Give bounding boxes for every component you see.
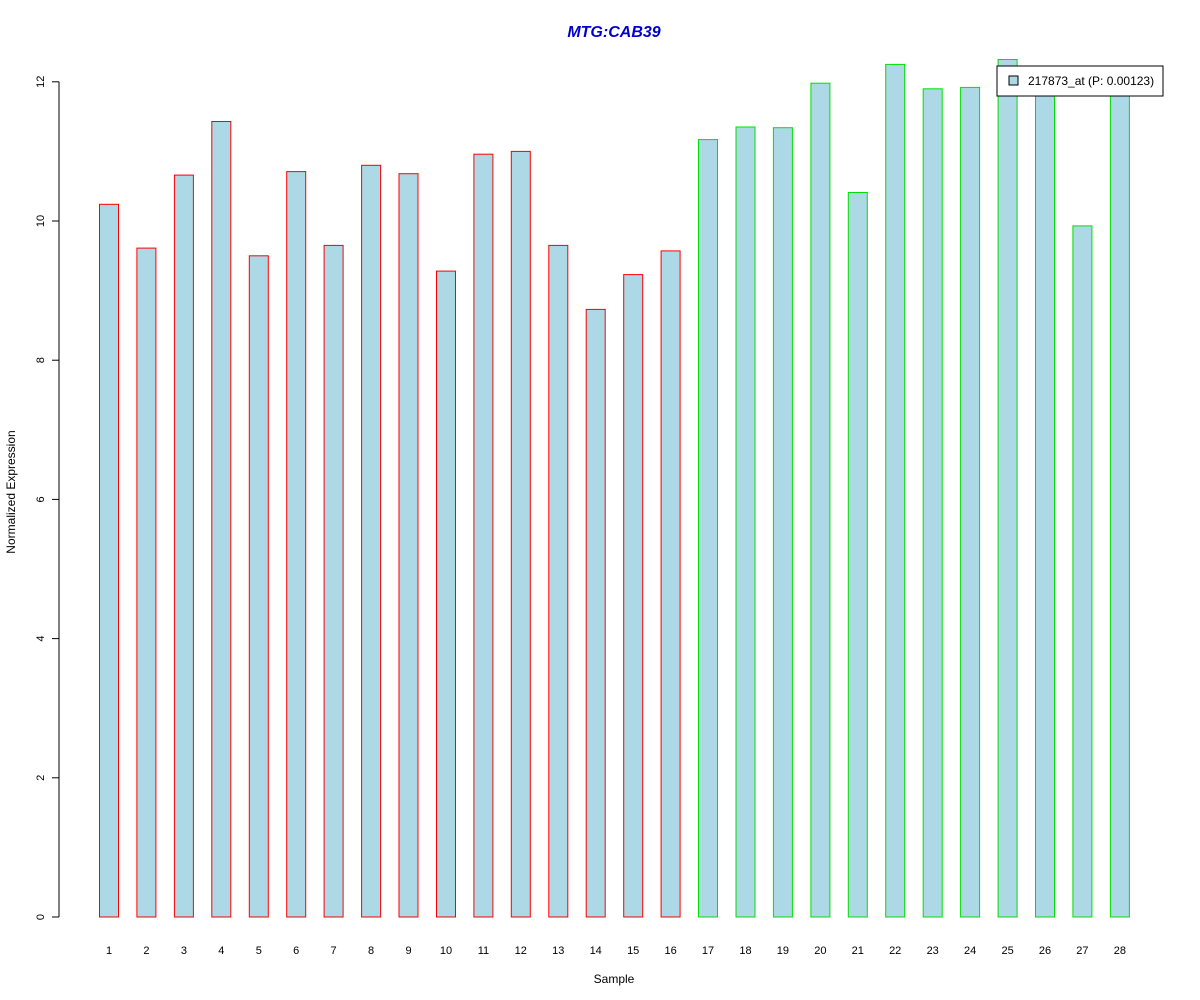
x-tick-label: 12 bbox=[515, 945, 527, 957]
legend: 217873_at (P: 0.00123) bbox=[996, 65, 1164, 97]
bar-sample-9 bbox=[398, 173, 419, 918]
bar-sample-22 bbox=[885, 63, 906, 918]
legend-entry-label: 217873_at (P: 0.00123) bbox=[1028, 74, 1154, 88]
x-tick-label: 27 bbox=[1076, 945, 1088, 957]
x-tick-label: 1 bbox=[106, 945, 112, 957]
x-tick-label: 20 bbox=[814, 945, 826, 957]
y-tick-label: 8 bbox=[35, 357, 47, 363]
x-tick-label: 23 bbox=[927, 945, 939, 957]
x-tick-label: 24 bbox=[964, 945, 976, 957]
chart-title: MTG:CAB39 bbox=[567, 24, 660, 41]
bar-sample-11 bbox=[473, 153, 494, 918]
legend-swatch bbox=[1008, 75, 1019, 86]
bar-sample-7 bbox=[323, 244, 344, 918]
x-tick-label: 13 bbox=[552, 945, 564, 957]
y-axis: 0 2 4 6 8 10 12 bbox=[35, 76, 60, 920]
x-tick-label: 4 bbox=[218, 945, 224, 957]
bar-sample-19 bbox=[772, 127, 793, 918]
bar-sample-4 bbox=[211, 121, 232, 918]
x-tick-label: 28 bbox=[1114, 945, 1126, 957]
bar-sample-24 bbox=[960, 86, 981, 918]
x-tick-label: 8 bbox=[368, 945, 374, 957]
bar-sample-18 bbox=[735, 126, 756, 918]
bar-sample-17 bbox=[698, 139, 718, 918]
bar-sample-26 bbox=[1035, 88, 1055, 918]
bar-sample-1 bbox=[99, 203, 119, 918]
x-tick-labels: 1 2 3 4 5 6 7 8 9 10 11 12 13 14 15 16 17 18 19 20 21 22 23 24 2… bbox=[106, 945, 1126, 957]
legend-box bbox=[996, 65, 1164, 97]
bar-sample-27 bbox=[1072, 225, 1093, 918]
x-tick-label: 5 bbox=[256, 945, 262, 957]
bar-sample-3 bbox=[173, 174, 194, 918]
bar-sample-28 bbox=[1109, 88, 1130, 918]
y-tick-label: 0 bbox=[35, 914, 47, 920]
x-tick-label: 26 bbox=[1039, 945, 1051, 957]
bar-sample-20 bbox=[810, 82, 831, 918]
bar-sample-5 bbox=[248, 255, 269, 918]
bar-sample-13 bbox=[548, 244, 569, 918]
bar-sample-23 bbox=[922, 88, 943, 918]
bar-sample-25 bbox=[997, 59, 1018, 918]
y-axis-label: Normalized Expression bbox=[4, 430, 18, 553]
y-tick-label: 4 bbox=[35, 636, 47, 642]
x-tick-label: 17 bbox=[702, 945, 714, 957]
x-tick-label: 9 bbox=[405, 945, 411, 957]
x-tick-label: 11 bbox=[478, 945, 489, 957]
y-tick-label: 12 bbox=[35, 76, 47, 88]
x-tick-label: 14 bbox=[590, 945, 602, 957]
bars bbox=[99, 59, 1130, 918]
bar-sample-14 bbox=[585, 308, 606, 918]
bar-sample-10 bbox=[436, 270, 456, 918]
y-tick-label: 10 bbox=[35, 215, 47, 227]
x-tick-label: 6 bbox=[293, 945, 299, 957]
x-tick-label: 21 bbox=[852, 945, 864, 957]
x-tick-label: 16 bbox=[664, 945, 676, 957]
bar-sample-21 bbox=[847, 192, 868, 918]
y-tick-label: 6 bbox=[35, 496, 47, 502]
x-tick-label: 10 bbox=[440, 945, 452, 957]
x-tick-label: 25 bbox=[1001, 945, 1013, 957]
bar-sample-8 bbox=[361, 164, 382, 918]
x-tick-label: 2 bbox=[143, 945, 149, 957]
bar-sample-12 bbox=[510, 150, 531, 918]
bar-sample-16 bbox=[660, 250, 681, 918]
x-tick-label: 7 bbox=[331, 945, 337, 957]
y-tick-label: 2 bbox=[35, 775, 47, 781]
x-tick-label: 22 bbox=[889, 945, 901, 957]
x-tick-label: 3 bbox=[181, 945, 187, 957]
x-axis-label: Sample bbox=[594, 972, 635, 986]
x-tick-label: 15 bbox=[627, 945, 639, 957]
x-tick-label: 18 bbox=[739, 945, 751, 957]
bar-sample-2 bbox=[136, 247, 157, 918]
bar-sample-15 bbox=[623, 274, 644, 918]
bar-sample-6 bbox=[286, 171, 307, 918]
x-tick-label: 19 bbox=[777, 945, 789, 957]
